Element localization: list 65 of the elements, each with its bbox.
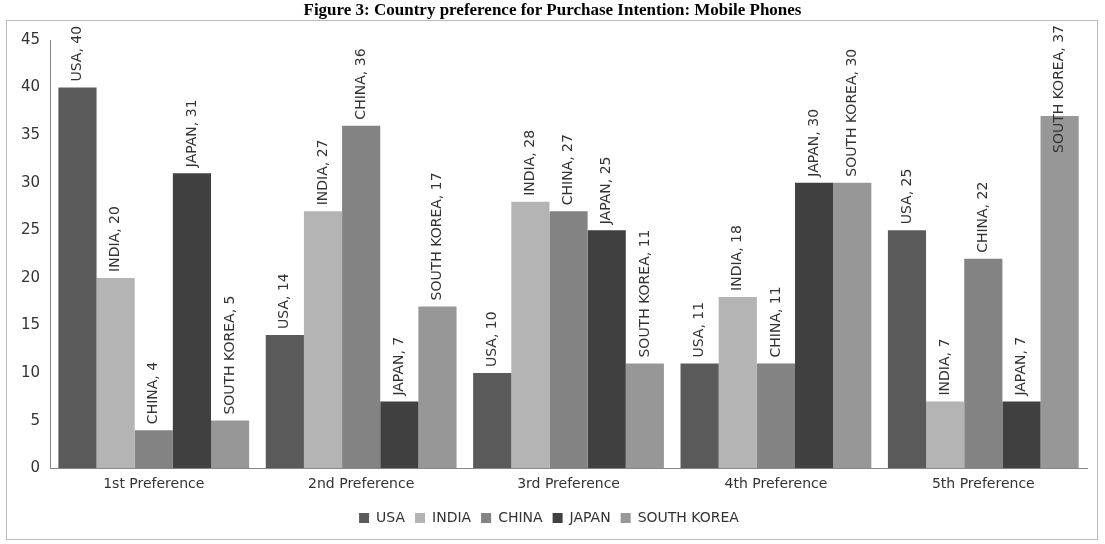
data-label: INDIA, 18	[728, 225, 745, 291]
legend-label: CHINA	[498, 508, 544, 525]
bar	[587, 230, 626, 469]
y-tick-label: 0	[30, 458, 41, 477]
data-label: SOUTH KOREA, 17	[428, 172, 445, 301]
data-label: USA, 40	[68, 25, 85, 82]
bar	[58, 87, 97, 469]
data-label: SOUTH KOREA, 11	[635, 229, 652, 358]
bar	[680, 363, 719, 469]
data-label: CHINA, 36	[351, 48, 368, 120]
data-label: SOUTH KOREA, 37	[1050, 25, 1067, 153]
data-label: SOUTH KOREA, 30	[842, 48, 859, 177]
data-label: JAPAN, 7	[389, 336, 406, 397]
data-label: JAPAN, 30	[804, 108, 821, 178]
data-label: INDIA, 7	[935, 338, 952, 396]
data-label: USA, 14	[275, 273, 292, 329]
x-tick-label: 3rd Preference	[517, 475, 620, 492]
bar	[211, 420, 250, 469]
bar	[1002, 401, 1041, 469]
bar	[718, 296, 757, 469]
legend-label: SOUTH KOREA	[637, 508, 740, 525]
y-tick-label: 10	[20, 362, 41, 381]
y-tick-label: 25	[20, 220, 41, 239]
x-tick-label: 4th Preference	[724, 475, 828, 492]
data-label: CHINA, 4	[144, 361, 161, 425]
data-label: INDIA, 27	[313, 139, 330, 206]
chart-title: Figure 3: Country preference for Purchase Intention: Mobile Phones	[302, 0, 803, 21]
data-label: USA, 25	[897, 168, 914, 225]
y-tick-label: 30	[20, 172, 41, 191]
y-tick-label: 40	[20, 77, 41, 96]
data-label: SOUTH KOREA, 5	[220, 295, 237, 415]
data-label: INDIA, 20	[106, 206, 123, 272]
legend-label: JAPAN	[568, 508, 611, 525]
bar	[265, 334, 304, 469]
x-tick-label: 1st Preference	[103, 475, 205, 492]
y-tick-label: 45	[20, 29, 41, 48]
bar	[511, 201, 550, 469]
bar	[926, 401, 965, 469]
bar	[795, 182, 834, 469]
data-label: CHINA, 22	[973, 181, 990, 253]
bar	[833, 182, 872, 469]
x-tick-label: 2nd Preference	[308, 475, 415, 492]
y-tick-label: 20	[20, 267, 41, 286]
data-label: USA, 10	[482, 311, 499, 368]
data-label: JAPAN, 25	[597, 156, 614, 226]
data-label: INDIA, 28	[521, 129, 538, 196]
bar	[418, 306, 457, 469]
y-tick-label: 5	[30, 410, 41, 429]
data-label: CHINA, 11	[766, 286, 783, 358]
legend-label: INDIA	[432, 508, 472, 525]
bar	[380, 401, 419, 469]
data-label: JAPAN, 7	[1012, 336, 1029, 397]
data-label: JAPAN, 31	[182, 99, 199, 169]
legend-label: USA	[376, 508, 406, 525]
bar	[473, 373, 512, 469]
y-tick-label: 15	[20, 315, 41, 334]
bar	[625, 363, 664, 469]
bar	[96, 277, 135, 469]
bar	[887, 230, 927, 469]
x-tick-label: 5th Preference	[931, 475, 1035, 492]
data-label: USA, 11	[690, 301, 707, 358]
data-label: CHINA, 27	[559, 134, 576, 206]
bar	[172, 173, 212, 469]
bar	[303, 211, 343, 469]
y-tick-label: 35	[20, 125, 41, 144]
